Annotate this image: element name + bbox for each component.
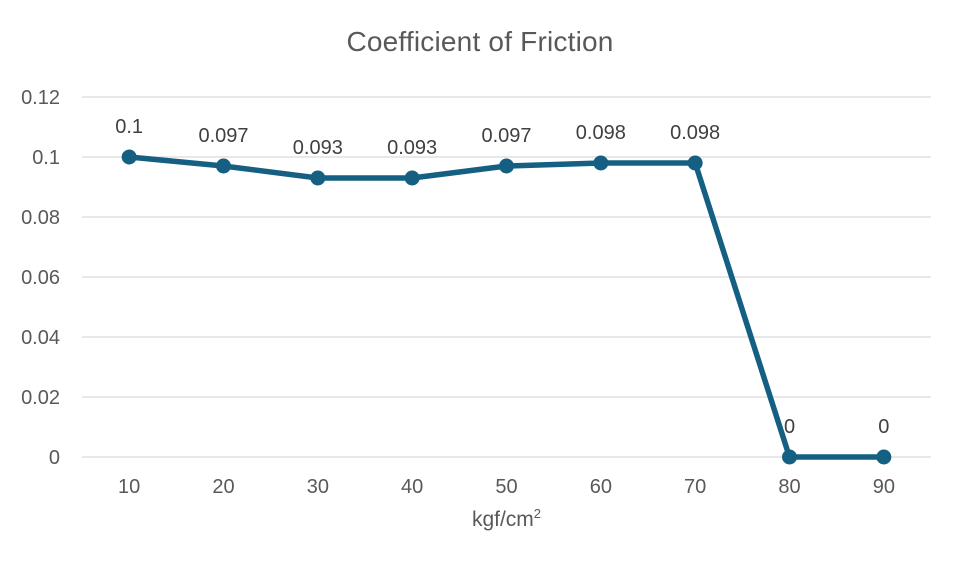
data-label: 0.097 (198, 125, 248, 147)
x-axis-title: kgf/cm2 (82, 506, 931, 532)
x-tick-label: 70 (684, 476, 706, 498)
data-point-marker (121, 149, 137, 165)
data-point-marker (687, 155, 703, 171)
data-label: 0.098 (670, 122, 720, 144)
y-tick-label: 0.04 (21, 327, 60, 349)
y-tick-label: 0.12 (21, 87, 60, 109)
y-tick-label: 0 (49, 447, 60, 469)
data-label: 0.1 (115, 116, 143, 138)
data-point-marker (310, 170, 326, 186)
data-point-marker (499, 158, 514, 174)
x-tick-label: 40 (401, 476, 423, 498)
data-point-marker (782, 449, 797, 465)
data-point-marker (216, 158, 231, 174)
x-tick-label: 90 (873, 476, 895, 498)
data-point-marker (593, 155, 609, 171)
series-line (126, 154, 887, 460)
data-label: 0 (784, 416, 795, 438)
data-label: 0.097 (481, 125, 531, 147)
data-label: 0.098 (576, 122, 626, 144)
data-point-marker (876, 449, 892, 465)
data-point-marker (404, 170, 420, 186)
y-tick-label: 0.06 (21, 267, 60, 289)
y-tick-label: 0.1 (32, 147, 60, 169)
data-label: 0 (878, 416, 889, 438)
x-axis-title-superscript: 2 (533, 506, 542, 521)
x-tick-label: 20 (212, 476, 234, 498)
data-label: 0.093 (293, 137, 343, 159)
x-tick-label: 30 (307, 476, 329, 498)
chart-title: Coefficient of Friction (346, 26, 614, 57)
x-tick-label: 60 (590, 476, 612, 498)
x-tick-label: 80 (778, 476, 800, 498)
y-tick-label: 0.08 (21, 207, 60, 229)
x-axis-title-text: kgf/cm (471, 508, 534, 531)
data-label: 0.093 (387, 137, 437, 159)
y-tick-label: 0.02 (21, 387, 60, 409)
x-tick-label: 50 (495, 476, 517, 498)
x-tick-label: 10 (118, 476, 140, 498)
